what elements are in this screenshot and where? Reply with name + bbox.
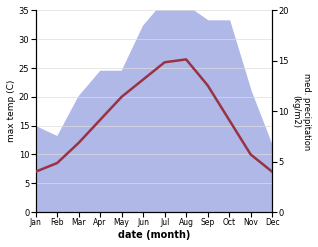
Y-axis label: max temp (C): max temp (C) — [7, 80, 16, 143]
X-axis label: date (month): date (month) — [118, 230, 190, 240]
Y-axis label: med. precipitation
(kg/m2): med. precipitation (kg/m2) — [292, 73, 311, 150]
